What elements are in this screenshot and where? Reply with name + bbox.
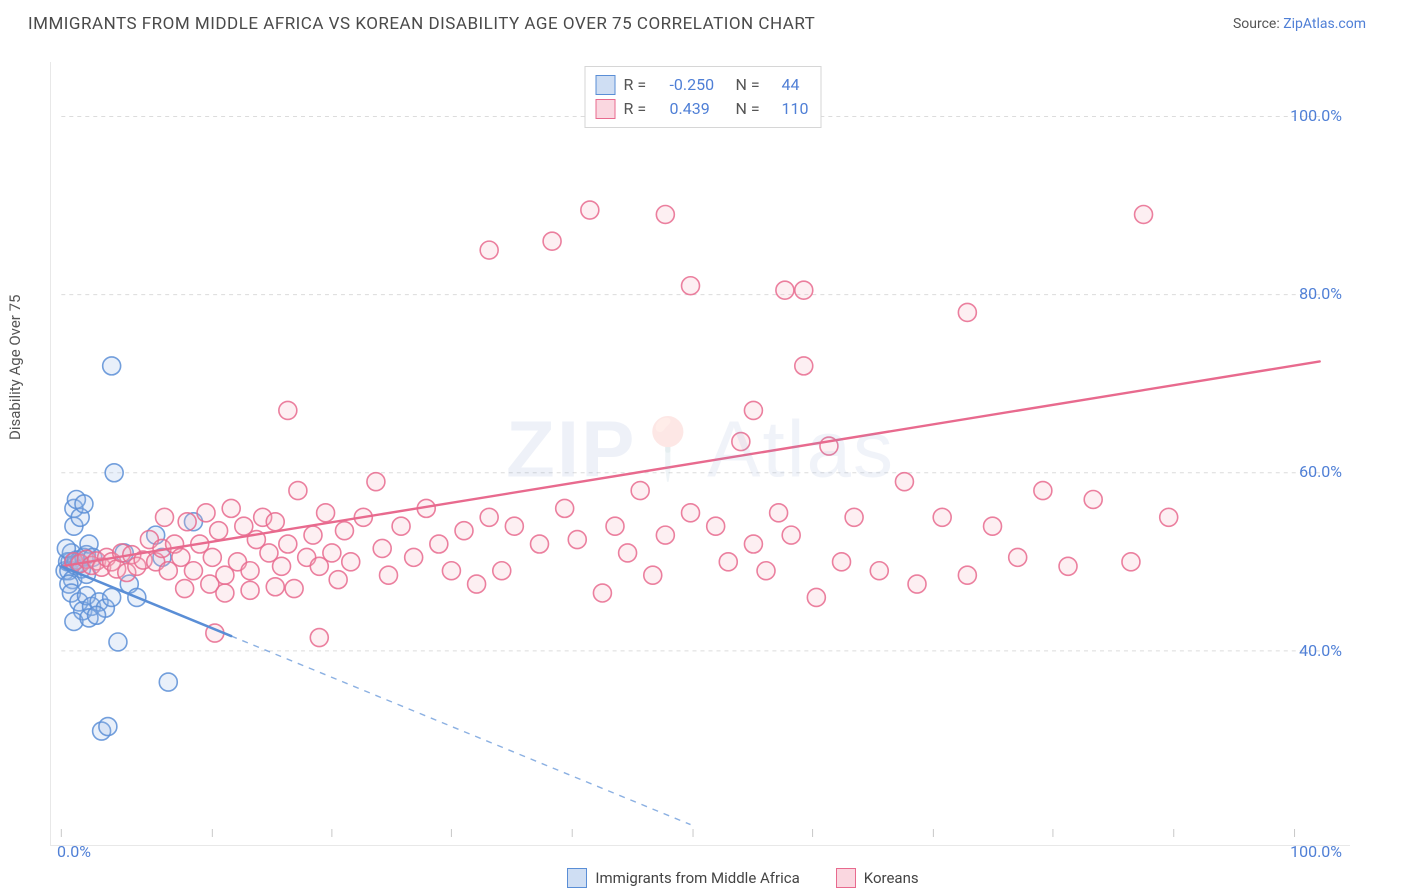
- stats-row-series-a: R = -0.250 N = 44: [596, 73, 809, 97]
- stats-row-series-b: R = 0.439 N = 110: [596, 97, 809, 121]
- y-axis-title: Disability Age Over 75: [6, 295, 24, 440]
- value-N-a: 44: [782, 73, 800, 97]
- legend-label-b: Koreans: [864, 869, 919, 887]
- series-legend: Immigrants from Middle Africa Koreans: [0, 868, 1406, 888]
- legend-item-b: Koreans: [836, 868, 919, 888]
- label-R: R =: [624, 97, 662, 121]
- axis-tick-label: 60.0%: [1299, 462, 1342, 481]
- value-R-b: 0.439: [670, 97, 728, 121]
- swatch-series-a: [596, 75, 616, 95]
- chart-title: IMMIGRANTS FROM MIDDLE AFRICA VS KOREAN …: [28, 14, 815, 34]
- value-R-a: -0.250: [670, 73, 728, 97]
- axis-tick-label: 0.0%: [57, 842, 91, 861]
- plot-canvas: [51, 62, 1350, 845]
- axis-tick-label: 80.0%: [1299, 284, 1342, 303]
- axis-tick-label: 40.0%: [1299, 641, 1342, 660]
- source-link[interactable]: ZipAtlas.com: [1283, 16, 1366, 32]
- label-N: N =: [736, 73, 774, 97]
- swatch-series-a: [567, 868, 587, 888]
- legend-label-a: Immigrants from Middle Africa: [595, 869, 799, 887]
- legend-item-a: Immigrants from Middle Africa: [567, 868, 799, 888]
- stats-legend: R = -0.250 N = 44 R = 0.439 N = 110: [585, 66, 822, 128]
- chart-source: Source: ZipAtlas.com: [1233, 16, 1366, 32]
- swatch-series-b: [596, 99, 616, 119]
- swatch-series-b: [836, 868, 856, 888]
- axis-tick-label: 100.0%: [1290, 106, 1342, 125]
- label-R: R =: [624, 73, 662, 97]
- scatter-chart: ZIP 📍 Atlas 40.0%60.0%80.0%100.0%0.0%100…: [50, 62, 1350, 846]
- chart-header: IMMIGRANTS FROM MIDDLE AFRICA VS KOREAN …: [0, 0, 1406, 42]
- value-N-b: 110: [782, 97, 809, 121]
- label-N: N =: [736, 97, 774, 121]
- axis-tick-label: 100.0%: [1290, 842, 1342, 861]
- source-prefix: Source:: [1233, 16, 1283, 32]
